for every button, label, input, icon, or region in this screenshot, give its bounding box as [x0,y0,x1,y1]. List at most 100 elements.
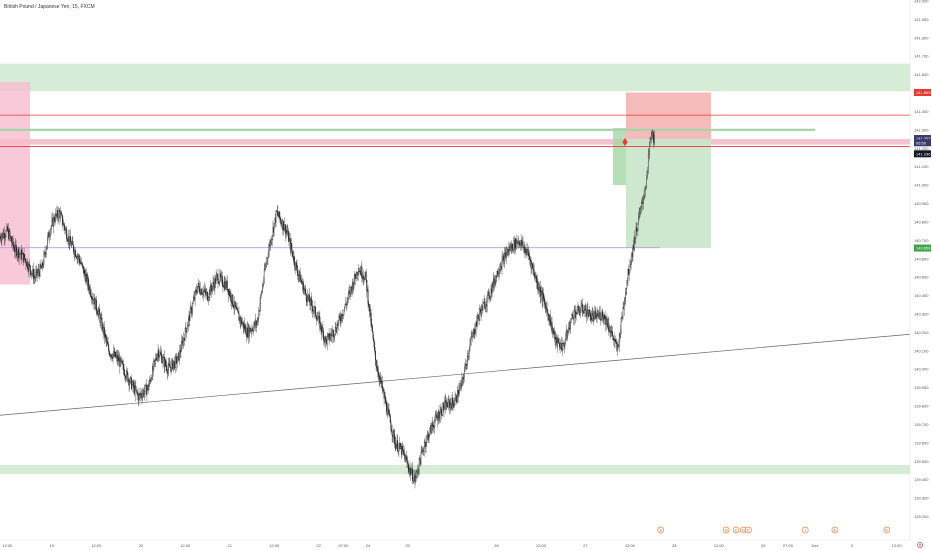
candle-body [299,271,301,283]
candle-body [58,210,60,212]
candle-body [325,336,327,341]
supply-zone[interactable] [0,63,910,92]
candle-body [237,308,239,312]
price-axis[interactable]: 142.000 141.900 141.800 141.700 141.600 141.5… [909,0,931,540]
event-icon[interactable]: C [732,526,740,534]
event-icon[interactable]: E [883,526,891,534]
candle-body [146,388,148,395]
candle-body [422,449,424,452]
candle-body [202,291,204,295]
candle-body [527,249,529,253]
candle-body [638,216,639,225]
pink-zone-zone[interactable] [0,139,910,145]
candle-body [136,390,138,394]
candle-body [58,210,60,219]
time-axis[interactable]: 12:00 19 12:00 20 12:00 21 12:00 22 07:00 24 25 26 1… [0,539,910,548]
candle-body [455,395,457,402]
demand-zone[interactable] [0,464,910,475]
candle-body [177,356,179,362]
candle-body [583,310,585,314]
candle-body [213,282,215,285]
candle-body [575,312,577,318]
candle-body [308,294,310,303]
event-icon-ring [801,526,809,534]
candle-body [559,343,560,347]
candle-body [394,434,396,445]
price-label: 05:50 [914,139,931,147]
time-tick-label: 26 [494,543,499,548]
stop-loss-area[interactable] [626,92,711,140]
candle-body [588,310,590,317]
candle-body [232,305,234,308]
price-label-text: 141.503 [916,90,931,95]
pink-box-zone[interactable] [0,82,30,285]
event-icon[interactable]: 9 [657,526,665,534]
candle-body [311,300,313,307]
candle-body [1,236,3,241]
candle-body [158,355,160,358]
candle-body [24,254,26,259]
candle-body [518,240,520,244]
candle-body [644,188,646,191]
candle-body [329,337,331,341]
candle-body [81,262,83,265]
trendline[interactable] [0,333,911,416]
time-tick-label: 22 [316,543,321,548]
candle-body [38,269,40,273]
candle-body [112,354,114,359]
price-label-background [914,89,931,97]
candle-body [179,349,181,360]
candle-body [499,269,500,274]
candle-body [639,212,641,215]
candle-body [376,365,378,368]
candle-body [626,281,628,289]
candle-body [585,305,587,317]
candle-body [654,134,655,143]
candle-body [16,254,18,257]
candle-body [330,334,332,336]
candle-body [601,318,602,320]
candle-body [497,273,499,276]
candle-body [476,314,478,327]
event-icon[interactable]: E [831,526,839,534]
alert-marker-icon[interactable] [622,138,628,146]
candle-body [36,269,38,275]
candle-body [399,443,401,449]
price-label-background [914,150,931,158]
candle-body [295,262,297,266]
candle-body [570,318,572,323]
candle-body [129,377,131,383]
candle-body [438,411,440,420]
candle-body [6,226,8,231]
take-profit-area[interactable] [626,139,711,249]
event-icon[interactable]: I [801,526,809,534]
candle-body [387,408,389,416]
candle-body [522,241,524,248]
candle-body [515,240,517,249]
candle-body [396,445,397,449]
price-tick-label: 141.000 [914,183,929,188]
candle-body [207,291,208,301]
event-icon-ring [657,526,665,534]
candle-body [615,339,617,343]
candle-body [16,247,18,257]
candle-body [140,393,142,397]
candle-body [265,265,266,270]
candle-body [567,330,569,332]
candle-body [220,273,221,278]
candle-body [127,373,129,382]
candle-body [453,404,455,407]
candle-body [365,271,367,281]
event-icon[interactable]: C [745,526,752,534]
candle-body [61,213,63,216]
candle-body [648,151,650,155]
candle-body [529,256,531,261]
price-tick-label: 141.100 [914,164,929,169]
candle-body [105,336,107,342]
candle-body [85,275,87,282]
event-icon[interactable]: G [722,526,730,534]
candle-body [534,276,536,279]
candle-body [168,363,170,370]
settings-icon[interactable] [917,542,923,548]
